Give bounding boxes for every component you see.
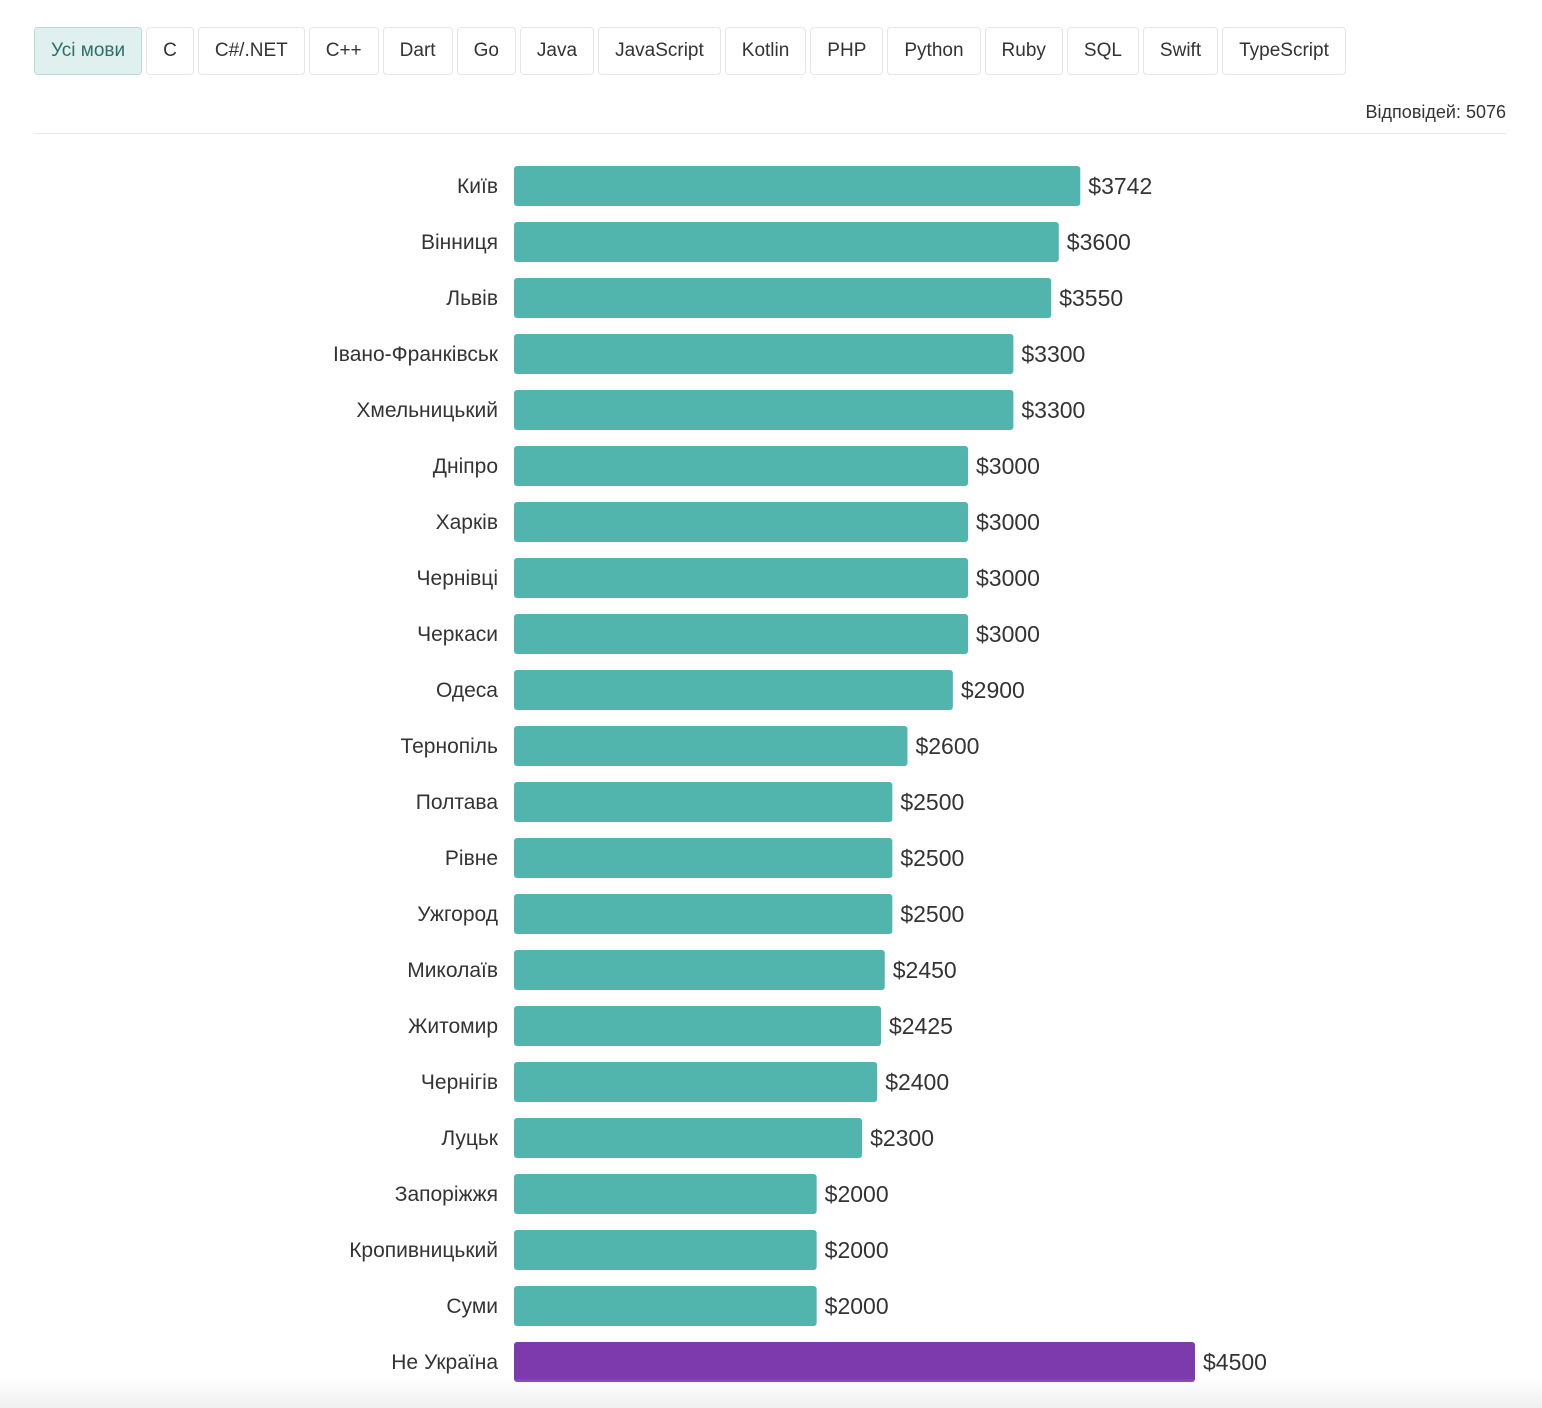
bar: [514, 1118, 863, 1158]
bar: [514, 446, 968, 486]
tab-dart[interactable]: Dart: [382, 27, 453, 75]
bar: [514, 1286, 817, 1326]
category-label: Хмельницький: [356, 399, 498, 422]
tab-kotlin[interactable]: Kotlin: [724, 27, 807, 75]
tab-python[interactable]: Python: [887, 27, 981, 75]
category-label: Дніпро: [433, 455, 498, 478]
bar: [514, 838, 893, 878]
value-label: $2400: [885, 1069, 949, 1095]
bar: [514, 894, 893, 934]
tab-typescript[interactable]: TypeScript: [1222, 27, 1346, 75]
category-label: Чернівці: [417, 567, 498, 590]
value-label: $3742: [1088, 173, 1152, 199]
value-label: $3000: [976, 509, 1040, 535]
category-label: Харків: [436, 511, 498, 534]
category-label: Івано-Франківськ: [333, 343, 499, 366]
category-label: Не Україна: [391, 1351, 498, 1374]
tab-java[interactable]: Java: [519, 27, 595, 75]
category-label: Львів: [446, 287, 498, 310]
bar: [514, 1342, 1195, 1382]
bar: [514, 670, 953, 710]
tab-ruby[interactable]: Ruby: [984, 27, 1063, 75]
tab-javascript[interactable]: JavaScript: [598, 27, 721, 75]
category-label: Київ: [457, 175, 498, 198]
category-label: Полтава: [416, 791, 499, 814]
category-label: Вінниця: [421, 231, 498, 254]
value-label: $4500: [1203, 1349, 1267, 1375]
value-label: $3000: [976, 621, 1040, 647]
divider: [34, 133, 1506, 134]
tab-go[interactable]: Go: [456, 27, 516, 75]
value-label: $2450: [893, 957, 957, 983]
value-label: $3600: [1067, 229, 1131, 255]
category-label: Запоріжжя: [395, 1183, 498, 1206]
value-label: $3300: [1021, 341, 1085, 367]
bar: [514, 222, 1059, 262]
category-label: Кропивницький: [349, 1239, 498, 1262]
tab-c[interactable]: C: [146, 27, 194, 75]
value-label: $2300: [870, 1125, 934, 1151]
value-label: $2500: [900, 789, 964, 815]
bar: [514, 166, 1081, 206]
language-tabs: Усі мови C C#/.NET C++ Dart Go Java JavaScript K…: [34, 27, 1346, 75]
value-label: $2600: [915, 733, 979, 759]
tab-all-languages[interactable]: Усі мови: [34, 27, 143, 75]
bar: [514, 782, 893, 822]
tab-c-net[interactable]: C#/.NET: [197, 27, 305, 75]
value-label: $2900: [961, 677, 1025, 703]
value-label: $2000: [825, 1181, 889, 1207]
value-label: $2000: [825, 1293, 889, 1319]
bar: [514, 334, 1014, 374]
bar: [514, 278, 1052, 318]
category-label: Рівне: [445, 847, 498, 870]
bar: [514, 950, 885, 990]
category-label: Черкаси: [417, 623, 498, 646]
bar: [514, 390, 1014, 430]
value-label: $3550: [1059, 285, 1123, 311]
category-label: Тернопіль: [400, 735, 498, 758]
bar: [514, 614, 968, 654]
bar: [514, 1174, 817, 1214]
value-label: $3300: [1021, 397, 1085, 423]
bar: [514, 1230, 817, 1270]
bar: [514, 1006, 881, 1046]
category-label: Одеса: [436, 679, 498, 702]
tab-php[interactable]: PHP: [810, 27, 884, 75]
value-label: $2000: [825, 1237, 889, 1263]
responses-count: Відповідей: 5076: [1365, 102, 1506, 122]
tab-c[interactable]: C++: [308, 27, 379, 75]
bar: [514, 502, 968, 542]
category-label: Житомир: [408, 1015, 498, 1038]
value-label: $2500: [900, 845, 964, 871]
value-label: $3000: [976, 453, 1040, 479]
category-label: Ужгород: [417, 903, 498, 926]
bar: [514, 1062, 878, 1102]
value-label: $2425: [889, 1013, 953, 1039]
value-label: $2500: [900, 901, 964, 927]
category-label: Чернігів: [421, 1071, 498, 1094]
category-label: Луцьк: [441, 1127, 498, 1150]
value-label: $3000: [976, 565, 1040, 591]
bar: [514, 558, 968, 598]
category-label: Миколаїв: [407, 959, 498, 982]
tab-sql[interactable]: SQL: [1066, 27, 1139, 75]
bar: [514, 726, 908, 766]
tab-swift[interactable]: Swift: [1142, 27, 1219, 75]
category-label: Суми: [446, 1295, 498, 1318]
